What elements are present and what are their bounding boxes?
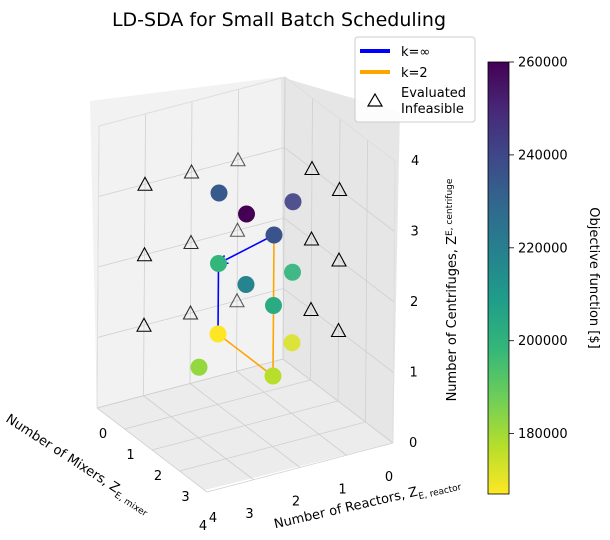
grid-line: [236, 89, 239, 372]
infeasible-point: [304, 160, 320, 176]
x-tick-label: 2: [292, 495, 300, 510]
marker-layer: [136, 151, 348, 385]
feasible-point: [264, 367, 282, 385]
z-tick-label: 0: [409, 436, 417, 451]
floor-pane: [97, 359, 393, 490]
colorbar: 180000 200000 220000 240000 260000 Objective…: [487, 56, 601, 495]
feasible-point: [284, 193, 302, 211]
pane-edge: [98, 76, 286, 127]
y-tick-label: 1: [126, 448, 134, 463]
legend: k=∞ k=2 Evaluated Infeasible: [354, 36, 476, 123]
z-axis-label: Number of Centrifuges, ZE, centrifuge: [445, 178, 460, 401]
grid-line: [151, 400, 339, 451]
x-axis-label-sub: E, mixer: [112, 490, 149, 519]
feasible-point: [237, 276, 255, 293]
y-axis-label: Number of Reactors, ZE, reactor: [273, 475, 463, 535]
grid-line: [310, 97, 313, 381]
infeasible-point: [182, 304, 199, 320]
grid-line: [143, 113, 146, 396]
infeasible-point: [331, 251, 347, 267]
x-tick-label: 0: [385, 470, 393, 485]
infeasible-point: [330, 322, 347, 338]
legend-frame: [354, 36, 476, 123]
y-tick-label: 0: [99, 427, 107, 442]
colorbar-ticks: 180000 200000 220000 240000 260000: [509, 56, 568, 442]
grid-line: [282, 76, 286, 360]
z-tick-label: 2: [410, 295, 418, 310]
feasible-point: [210, 184, 228, 202]
feasible-point: [283, 334, 301, 352]
grid-line: [179, 421, 366, 472]
legend-label-k-inf: k=∞: [401, 45, 430, 60]
infeasible-point: [183, 234, 199, 250]
infeasible-point: [229, 222, 246, 237]
y-tick-label: 2: [154, 469, 162, 484]
x-tick-label: 4: [199, 519, 207, 534]
grid-line: [124, 379, 311, 430]
feasible-point: [265, 297, 282, 314]
legend-label-infeasible-1: Evaluated: [401, 86, 466, 101]
y-tick-label: 4: [209, 511, 217, 526]
colorbar-gradient: [487, 61, 510, 495]
feasible-point: [190, 358, 208, 376]
feasible-point: [265, 226, 283, 244]
x-tick-label: 3: [245, 507, 253, 522]
infeasible-point: [303, 301, 319, 317]
grid-line: [337, 118, 341, 402]
infeasible-point: [230, 151, 246, 167]
y-axis-label-sub: E, reactor: [418, 483, 463, 503]
infeasible-point: [331, 181, 348, 197]
infeasible-point: [229, 292, 245, 308]
colorbar-tick-label: 260000: [518, 56, 568, 71]
colorbar-tick-label: 240000: [518, 148, 568, 163]
infeasible-point: [136, 317, 152, 332]
colorbar-tick-label: 220000: [518, 241, 568, 256]
legend-label-k2: k=2: [401, 66, 428, 81]
feasible-point: [210, 255, 227, 272]
grid-line: [96, 358, 284, 409]
infeasible-point: [303, 230, 320, 246]
grid-line: [365, 139, 368, 423]
pane-edges: [96, 76, 396, 444]
infeasible-point: [183, 163, 200, 179]
grid-line: [189, 101, 193, 384]
legend-label-infeasible-2: Infeasible: [401, 102, 464, 117]
left-back-pane: [90, 77, 283, 408]
infeasible-point: [137, 176, 153, 191]
infeasible-point: [136, 246, 153, 262]
feasible-point: [284, 263, 301, 281]
feasible-point: [238, 205, 255, 223]
chart-title: LD-SDA for Small Batch Scheduling: [112, 9, 446, 31]
colorbar-label: Objective function [$]: [586, 207, 601, 348]
z-axis-label-sub: E, centrifuge: [445, 178, 455, 236]
feasible-point: [209, 325, 227, 343]
grid-line: [206, 442, 394, 493]
z-tick-label: 4: [411, 154, 419, 169]
legend-triangle-icon: [366, 92, 384, 107]
colorbar-tick-label: 200000: [518, 334, 568, 349]
pane-edge: [96, 125, 100, 409]
z-tick-label: 3: [411, 225, 419, 240]
z-tick-label: 1: [410, 366, 418, 381]
x-tick-label: 1: [338, 482, 346, 497]
pane-edge: [284, 76, 396, 162]
colorbar-tick-label: 180000: [518, 427, 568, 442]
pane-edge: [392, 160, 396, 444]
y-tick-label: 3: [181, 490, 189, 505]
